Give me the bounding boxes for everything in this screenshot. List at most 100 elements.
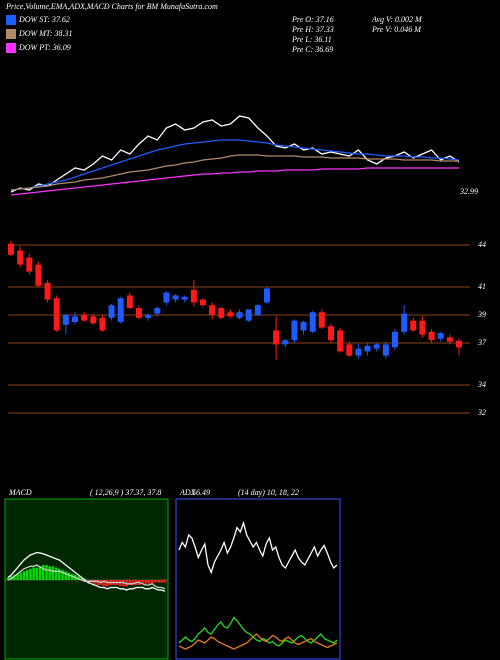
candle-body [26, 257, 33, 272]
histogram-bar [150, 580, 154, 584]
candle-body [236, 312, 243, 318]
candle-body [300, 322, 307, 331]
histogram-bar [80, 577, 83, 580]
candle-body [145, 315, 152, 318]
candle-body [218, 308, 225, 318]
legend-swatch [6, 43, 16, 53]
candle-body [328, 326, 334, 341]
histogram-bar [141, 580, 144, 584]
histogram-bar [157, 580, 160, 583]
candle-body [419, 320, 426, 335]
candle-body [136, 308, 142, 318]
candle-body [291, 320, 298, 341]
panel-title: MACD [8, 488, 32, 497]
y-tick-label: 39 [477, 310, 486, 319]
histogram-bar [86, 580, 90, 582]
chart-title: Price,Volume,EMA,ADX,MACD Charts for BM … [5, 2, 218, 11]
histogram-bar [154, 580, 157, 583]
info-text: Pre O: 37.16 [291, 15, 334, 24]
series-line [10, 154, 459, 191]
histogram-bar [25, 570, 29, 580]
candle-body [117, 298, 124, 323]
candle-body [209, 305, 216, 316]
histogram-bar [35, 567, 39, 580]
info-text: Pre L: 36.11 [291, 35, 332, 44]
histogram-bar [13, 575, 16, 580]
candle-body [282, 340, 289, 345]
histogram-bar [147, 580, 151, 584]
legend-swatch [6, 15, 16, 25]
candle-body [181, 296, 188, 300]
histogram-bar [48, 566, 51, 580]
histogram-bar [51, 566, 55, 580]
histogram-bar [160, 580, 164, 583]
candle-body [382, 344, 389, 356]
panel-title: ADX [179, 488, 197, 497]
histogram-bar [64, 571, 67, 580]
candle-body [318, 312, 325, 328]
candle-body [456, 340, 462, 348]
info-text: Avg V: 0.002 M [371, 15, 423, 24]
histogram-bar [163, 580, 167, 583]
candle-body [200, 299, 206, 306]
candle-body [90, 316, 97, 324]
candle-body [227, 312, 234, 317]
candle-body [254, 305, 261, 316]
info-text: Pre C: 36.69 [291, 45, 333, 54]
candle-body [446, 337, 453, 342]
legend-label: DOW ST: 37.62 [18, 15, 70, 24]
candle-body [245, 309, 252, 321]
histogram-bar [19, 572, 23, 580]
legend-label: DOW MT: 38.31 [18, 29, 73, 38]
panel [4, 498, 169, 660]
candle-body [337, 330, 344, 352]
histogram-bar [102, 580, 106, 587]
candle-body [273, 330, 280, 345]
histogram-bar [32, 567, 35, 580]
candle-body [437, 333, 444, 339]
panel-subtitle: ( 12,26,9 ) 37.37, 37.8 [90, 488, 161, 497]
candle-body [17, 250, 24, 265]
candle-body [309, 312, 316, 332]
histogram-bar [6, 577, 10, 580]
candle-body [108, 305, 115, 318]
candle-body [81, 315, 88, 321]
candle-body [264, 288, 270, 303]
candle-body [346, 344, 353, 356]
histogram-bar [61, 570, 64, 580]
histogram-bar [54, 567, 58, 580]
series-line [7, 564, 166, 590]
histogram-bar [16, 573, 19, 580]
series-line [10, 139, 460, 191]
histogram-bar [58, 568, 61, 580]
candle-body [190, 289, 197, 303]
candle-body [172, 295, 179, 300]
series-line [178, 633, 338, 650]
y-tick-label: 44 [478, 240, 486, 249]
candle-body [8, 243, 14, 255]
info-text: Pre V: 0.046 M [371, 25, 422, 34]
histogram-bar [131, 580, 135, 585]
histogram-bar [67, 572, 71, 580]
histogram-bar [29, 568, 32, 580]
legend-label: DOW PT: 36.09 [18, 43, 71, 52]
candle-body [163, 292, 170, 303]
histogram-bar [144, 580, 148, 584]
y-tick-label: 32.99 [459, 187, 478, 196]
histogram-bar [128, 580, 132, 585]
candle-body [99, 317, 106, 331]
y-tick-label: 41 [478, 282, 486, 291]
candle-body [126, 295, 133, 309]
histogram-bar [41, 565, 45, 580]
candle-body [44, 282, 51, 300]
candle-body [35, 264, 42, 286]
candle-body [401, 313, 408, 332]
series-line [178, 616, 338, 647]
y-tick-label: 37 [477, 338, 487, 347]
series-line [10, 115, 460, 193]
y-tick-label: 34 [477, 380, 486, 389]
candle-body [428, 331, 435, 341]
legend-swatch [6, 29, 16, 39]
candle-body [373, 344, 380, 349]
